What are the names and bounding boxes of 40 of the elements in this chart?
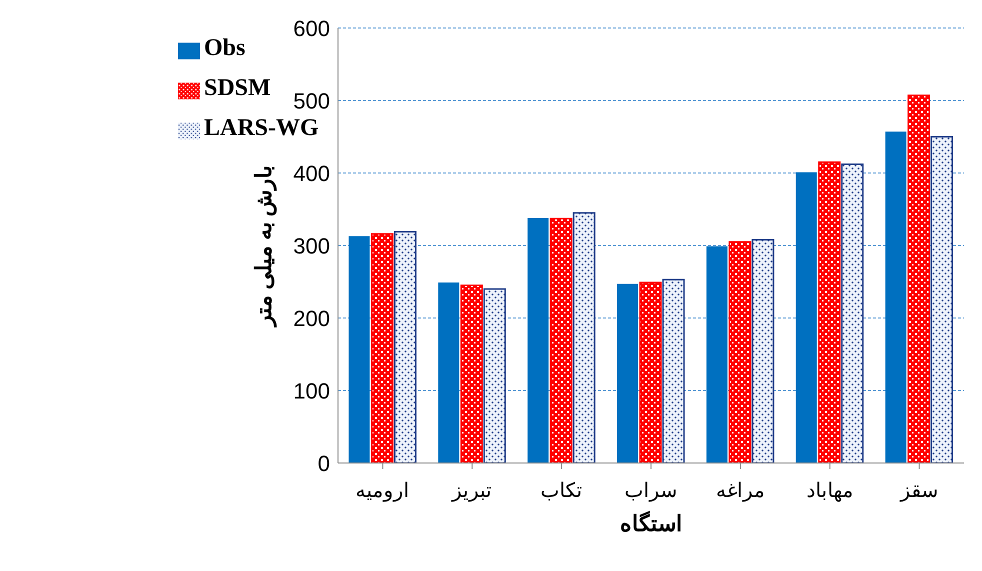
bar <box>908 94 930 463</box>
bar <box>639 282 662 463</box>
bar <box>706 246 728 463</box>
legend-label: Obs <box>204 35 246 61</box>
bar <box>752 238 774 463</box>
y-tick-label: 500 <box>293 88 330 114</box>
bar <box>818 161 841 463</box>
bar <box>483 288 506 463</box>
x-tick-label: تبریز <box>451 480 492 502</box>
x-tick-label: مهاباد <box>806 480 854 502</box>
y-tick-label: 400 <box>293 160 330 186</box>
y-tick-label: 0 <box>318 450 330 476</box>
x-tick-label: سراب <box>624 480 678 502</box>
legend-label: LARS-WG <box>204 115 319 141</box>
bar <box>528 218 549 463</box>
x-tick-label: سقز <box>899 480 938 502</box>
bar <box>728 241 752 463</box>
bar <box>662 278 685 463</box>
y-tick-label: 600 <box>293 16 330 41</box>
x-axis-title: استگاه <box>620 510 682 536</box>
bar <box>572 212 596 463</box>
bar <box>348 236 370 463</box>
bar <box>550 218 572 463</box>
x-tick-label: ارومیه <box>356 480 410 502</box>
bar <box>617 284 638 463</box>
bar <box>370 233 394 463</box>
x-tick-label: مراغه <box>716 480 765 502</box>
bar <box>930 136 954 463</box>
bar <box>394 230 416 463</box>
bar <box>885 132 906 463</box>
y-tick-label: 300 <box>293 233 330 258</box>
bar <box>460 284 483 463</box>
x-tick-label: تکاب <box>540 480 583 502</box>
y-tick-label: 200 <box>293 306 330 331</box>
legend-label: SDSM <box>204 75 271 101</box>
y-tick-label: 100 <box>293 378 330 404</box>
bar <box>438 282 460 463</box>
y-axis-title: بارش به میلی متر <box>250 165 277 328</box>
bar <box>841 164 864 463</box>
bar <box>796 172 817 463</box>
